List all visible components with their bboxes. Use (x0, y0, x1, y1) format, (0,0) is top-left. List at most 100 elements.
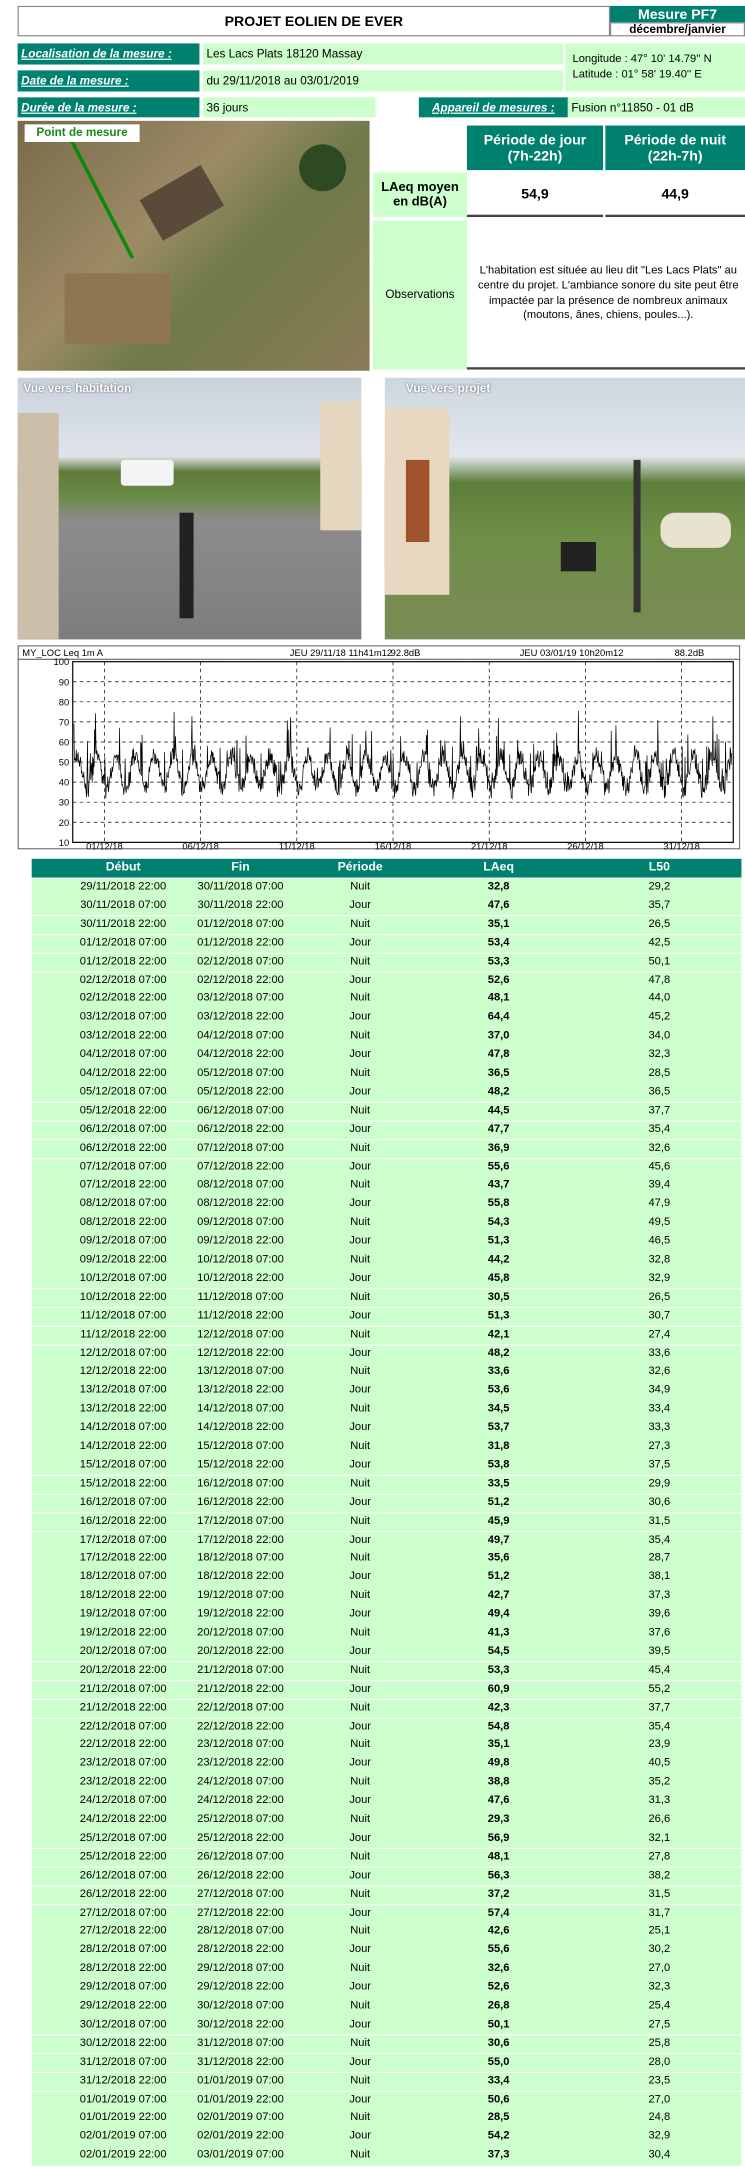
cell: 45,4 (648, 1663, 670, 1676)
cell: 37,6 (648, 1626, 670, 1639)
cell: 42,6 (488, 1925, 510, 1938)
cell: 02/01/2019 07:00 (197, 2111, 284, 2124)
cell: 25/12/2018 07:00 (80, 1831, 167, 1844)
cell: 23/12/2018 22:00 (80, 1775, 167, 1788)
cell: 54,8 (488, 1719, 510, 1732)
cell: 53,3 (488, 955, 510, 968)
table-row: 23/12/2018 07:0023/12/2018 22:00Jour49,8… (32, 1755, 742, 1774)
cell: Jour (349, 1160, 371, 1173)
cell: Jour (349, 1384, 371, 1397)
cell: 44,0 (648, 992, 670, 1005)
cell: 43,7 (488, 1178, 510, 1191)
table-row: 15/12/2018 07:0015/12/2018 22:00Jour53,8… (32, 1457, 742, 1476)
x-tick-label: 26/12/18 (567, 841, 604, 849)
x-tick-label: 06/12/18 (182, 841, 219, 849)
cell: 51,3 (488, 1234, 510, 1247)
cell: 13/12/2018 07:00 (80, 1384, 167, 1397)
device: Fusion n°11850 - 01 dB (568, 97, 745, 117)
photo-right-label: Vue vers projet (406, 382, 490, 395)
cell: 32,3 (648, 1980, 670, 1993)
laeq-label: LAeq moyen en dB(A) (373, 172, 467, 217)
cell: 45,8 (488, 1272, 510, 1285)
cell: 38,1 (648, 1570, 670, 1583)
cell: Nuit (350, 1141, 370, 1154)
cell: 27/12/2018 07:00 (197, 1887, 284, 1900)
cell: 16/12/2018 07:00 (197, 1477, 284, 1490)
cell: 04/12/2018 07:00 (80, 1048, 167, 1061)
date: du 29/11/2018 au 03/01/2019 (203, 70, 563, 91)
cell: 16/12/2018 22:00 (80, 1514, 167, 1527)
case (561, 542, 596, 571)
latitude: Latitude : 01° 58' 19.40'' E (573, 68, 702, 81)
cell: 53,7 (488, 1421, 510, 1434)
cell: 10/12/2018 07:00 (197, 1253, 284, 1266)
cell: 30/12/2018 07:00 (80, 2018, 167, 2031)
cell: Nuit (350, 1925, 370, 1938)
cell: 35,7 (648, 899, 670, 912)
cell: Jour (349, 1085, 371, 1098)
cell: Nuit (350, 917, 370, 930)
cell: 29/12/2018 07:00 (197, 1962, 284, 1975)
cell: 25,8 (648, 2036, 670, 2049)
van (121, 460, 174, 486)
cell: 52,6 (488, 1980, 510, 1993)
cell: 01/12/2018 07:00 (197, 917, 284, 930)
table-row: 12/12/2018 22:0013/12/2018 07:00Nuit33,6… (32, 1364, 742, 1383)
table-row: 26/12/2018 22:0027/12/2018 07:00Nuit37,2… (32, 1886, 742, 1905)
cell: 45,9 (488, 1514, 510, 1527)
cell: 47,9 (648, 1197, 670, 1210)
cell: Jour (349, 1495, 371, 1508)
cell: 26,5 (648, 917, 670, 930)
cell: Nuit (350, 1253, 370, 1266)
cell: 19/12/2018 22:00 (197, 1607, 284, 1620)
cell: 22/12/2018 22:00 (197, 1719, 284, 1732)
cell: 15/12/2018 22:00 (80, 1477, 167, 1490)
cell: 27,8 (648, 1850, 670, 1863)
cell: 50,1 (488, 2018, 510, 2031)
table-row: 05/12/2018 22:0006/12/2018 07:00Nuit44,5… (32, 1103, 742, 1122)
cell: 53,8 (488, 1458, 510, 1471)
cell: 30,7 (648, 1309, 670, 1322)
cell: 36,9 (488, 1141, 510, 1154)
chart-header: JEU 03/01/19 10h20m12 (520, 648, 624, 658)
cell: 24,8 (648, 2111, 670, 2124)
cell: 10/12/2018 07:00 (80, 1272, 167, 1285)
table-row: 03/12/2018 22:0004/12/2018 07:00Nuit37,0… (32, 1028, 742, 1047)
cell: 09/12/2018 07:00 (197, 1216, 284, 1229)
table-row: 27/12/2018 07:0027/12/2018 22:00Jour57,4… (32, 1905, 742, 1924)
cell: Jour (349, 2092, 371, 2105)
cell: Jour (349, 1122, 371, 1135)
cell: 07/12/2018 07:00 (197, 1141, 284, 1154)
cell: Nuit (350, 2074, 370, 2087)
table-row: 17/12/2018 22:0018/12/2018 07:00Nuit35,6… (32, 1550, 742, 1569)
cell: 26/12/2018 22:00 (197, 1869, 284, 1882)
cell: 14/12/2018 22:00 (197, 1421, 284, 1434)
cell: 32,8 (488, 880, 510, 893)
table-row: 29/12/2018 22:0030/12/2018 07:00Nuit26,8… (32, 1998, 742, 2017)
cell: 17/12/2018 22:00 (197, 1533, 284, 1546)
cell: 11/12/2018 22:00 (198, 1309, 284, 1322)
cell: 44,5 (488, 1104, 510, 1117)
cell: 31,3 (648, 1794, 670, 1807)
cell: 32,6 (648, 1365, 670, 1378)
wall (18, 413, 59, 639)
cell: Jour (349, 1869, 371, 1882)
cell: 49,5 (648, 1216, 670, 1229)
table-row: 10/12/2018 22:0011/12/2018 07:00Nuit30,5… (32, 1289, 742, 1308)
cell: 54,3 (488, 1216, 510, 1229)
measure-id: Mesure PF7 (610, 6, 745, 22)
pointer-line (70, 138, 132, 258)
cell: 20/12/2018 07:00 (80, 1645, 167, 1658)
cell: 05/12/2018 22:00 (197, 1085, 284, 1098)
cell: 03/12/2018 22:00 (197, 1010, 284, 1023)
cell: 03/12/2018 07:00 (197, 992, 284, 1005)
cell: 03/12/2018 07:00 (80, 1010, 167, 1023)
cell: 04/12/2018 07:00 (197, 1029, 284, 1042)
cell: Nuit (350, 1104, 370, 1117)
location-label: Localisation de la mesure : (18, 43, 200, 64)
cell: 53,3 (488, 1663, 510, 1676)
cell: 50,1 (648, 955, 670, 968)
cell: Nuit (350, 1551, 370, 1564)
cell: 47,7 (488, 1122, 510, 1135)
